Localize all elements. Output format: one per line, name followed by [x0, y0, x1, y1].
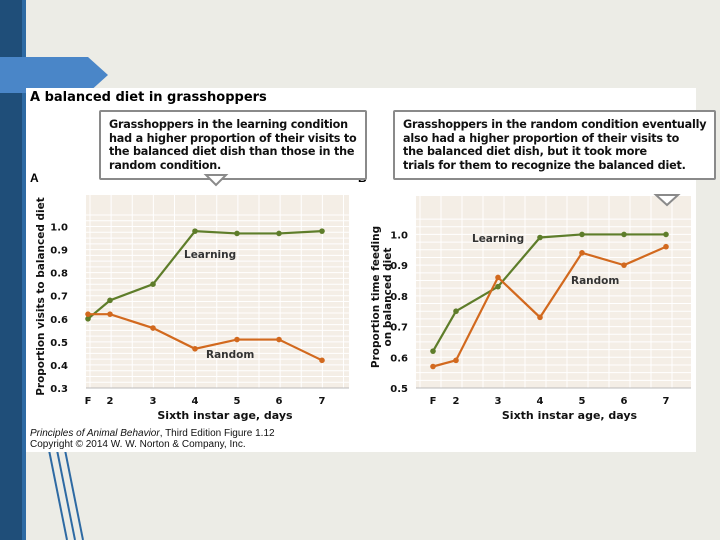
panel-a-series-learning-point — [192, 228, 198, 234]
panel-b-y-tick-label: 0.7 — [390, 323, 408, 334]
panel-b-series-random-point — [430, 363, 436, 370]
panel-a-x-tick-label: 2 — [107, 396, 114, 407]
figure-panel: A balanced diet in grasshoppers A B Gras… — [26, 88, 717, 452]
panel-b-series-random-point — [537, 314, 543, 321]
panel-b-series-learning-point — [579, 231, 585, 238]
panel-b-x-tick-label: 5 — [579, 396, 586, 407]
panel-a-series-learning-point — [107, 297, 113, 304]
slide-side-band — [0, 0, 22, 540]
callout-line: also had a higher proportion of their vi… — [403, 131, 680, 145]
panel-b-series-random-point — [453, 357, 459, 364]
panel-a-x-axis-label: Sixth instar age, days — [157, 409, 293, 422]
panel-b-y-tick-label: 0.8 — [390, 292, 408, 303]
panel-b-series-random-point — [495, 274, 501, 281]
panel-b-series-label-learning: Learning — [472, 233, 524, 245]
panel-a-y-tick-label: 1.0 — [50, 223, 68, 234]
panel-b-series-learning-point — [430, 348, 436, 354]
panel-a-series-random-point — [234, 336, 240, 343]
panel-b-callout-pointer — [653, 194, 681, 207]
panel-b-series-learning-point — [453, 308, 459, 315]
panel-a-y-tick-label: 0.3 — [50, 384, 68, 395]
panel-a-x-tick-label: 4 — [192, 396, 199, 407]
panel-b-callout: Grasshoppers in the random condition eve… — [393, 110, 717, 181]
panel-a-series-label-random: Random — [206, 349, 254, 361]
panel-a-plot-area — [86, 195, 349, 388]
panel-a-y-tick-label: 0.5 — [50, 338, 68, 349]
callout-line: had a higher proportion of their visits … — [109, 131, 357, 145]
panel-a-series-random-point — [107, 311, 113, 317]
panel-a-series-random-point — [150, 325, 156, 331]
panel-a-series-random-point — [319, 357, 325, 364]
panel-a-callout: Grasshoppers in the learning condition h… — [99, 110, 367, 181]
panel-a-series-random-point — [192, 345, 198, 352]
slide-header-tab — [0, 57, 108, 93]
panel-a-series-learning-point — [85, 316, 91, 322]
panel-a-callout-pointer — [203, 174, 229, 187]
caption-book-title: Principles of Animal Behavior — [30, 428, 160, 439]
callout-line: the balanced diet dish than those in the — [109, 145, 355, 159]
panel-b-x-tick-label: 2 — [453, 396, 460, 407]
panel-b-series-learning-point — [663, 231, 669, 238]
panel-b-y-axis-label: on balanced diet — [382, 248, 394, 347]
callout-line: random condition. — [109, 158, 222, 172]
panel-a-x-tick-label: 3 — [150, 396, 157, 407]
callout-line: Grasshoppers in the random condition eve… — [403, 118, 707, 131]
panel-a-series-learning-point — [234, 230, 240, 237]
panel-b-x-tick-label: 4 — [537, 396, 544, 407]
panel-a-y-tick-label: 0.6 — [50, 315, 68, 326]
panel-a-y-axis-label: Proportion visits to balanced diet — [35, 197, 47, 396]
caption-edition: , Third Edition Figure 1.12 — [159, 428, 275, 439]
slide-diagonal-decoration — [46, 440, 84, 540]
callout-line: the balanced diet dish, but it took more — [403, 145, 647, 159]
panel-b-series-learning-point — [537, 234, 543, 241]
panel-a-series-label-learning: Learning — [184, 249, 236, 261]
panel-b-series-learning-point — [621, 231, 627, 238]
panel-b-x-axis-label: Sixth instar age, days — [502, 409, 638, 422]
callout-line: trials for them to recognize the balance… — [403, 158, 686, 172]
panel-a-letter: A — [30, 171, 39, 185]
panel-b-series-learning-point — [495, 283, 501, 290]
panel-b-series-label-random: Random — [571, 275, 619, 287]
panel-b-y-tick-label: 0.9 — [390, 261, 408, 272]
panel-b-y-tick-label: 1.0 — [390, 230, 408, 241]
panel-a-x-tick-label: 7 — [319, 396, 326, 407]
figure-caption: Principles of Animal Behavior, Third Edi… — [30, 428, 275, 450]
panel-a-y-tick-label: 0.8 — [50, 269, 68, 280]
callout-line: Grasshoppers in the learning condition — [109, 118, 348, 131]
caption-copyright: Copyright © 2014 W. W. Norton & Company,… — [30, 439, 246, 450]
panel-b-y-tick-label: 0.6 — [390, 353, 408, 364]
panel-a-x-tick-label: 6 — [276, 396, 283, 407]
panel-a-y-tick-label: 0.7 — [50, 292, 68, 303]
charts-canvas: 0.3 0.4 0.5 0.6 0.7 0.8 0.9 1.0 F 2 3 4 5 6 7 Sixth ins… — [35, 174, 691, 422]
panel-a-y-tick-label: 0.9 — [50, 246, 68, 257]
panel-b-x-tick-label: 7 — [663, 396, 670, 407]
slide-side-stripe — [22, 0, 26, 540]
panel-a-series-learning-point — [319, 228, 325, 234]
panel-a-y-tick-label: 0.4 — [50, 361, 68, 372]
panel-a-x-tick-label: 5 — [234, 396, 241, 407]
panel-b-x-tick-label: 3 — [495, 396, 502, 407]
panel-a-series-learning-point — [150, 281, 156, 287]
panel-b-x-tick-label: 6 — [621, 396, 628, 407]
panel-a-series-learning-point — [276, 230, 282, 237]
panel-b-series-random-point — [663, 243, 669, 250]
panel-b-y-tick-label: 0.5 — [390, 384, 408, 395]
figure-title: A balanced diet in grasshoppers — [30, 90, 267, 105]
panel-a-series-random-point — [276, 336, 282, 343]
panel-b-series-random-point — [579, 250, 585, 256]
panel-b-series-random-point — [621, 262, 627, 268]
panel-a-series-random-point — [85, 311, 91, 317]
panel-a-x-tick-label: F — [85, 396, 92, 407]
panel-b-x-tick-label: F — [430, 396, 437, 407]
panel-b-y-axis-label: Proportion time feeding — [370, 226, 382, 368]
